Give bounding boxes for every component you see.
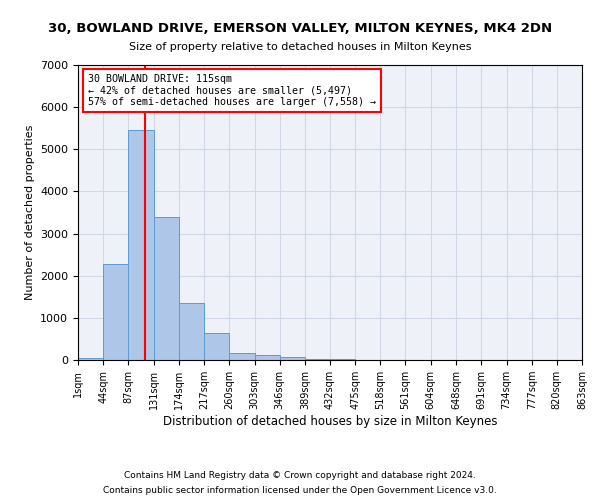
X-axis label: Distribution of detached houses by size in Milton Keynes: Distribution of detached houses by size …: [163, 415, 497, 428]
Bar: [254, 355, 280, 360]
Text: Size of property relative to detached houses in Milton Keynes: Size of property relative to detached ho…: [129, 42, 471, 52]
Bar: [103, 264, 128, 360]
Bar: [305, 358, 330, 360]
Bar: [280, 357, 305, 360]
Bar: [128, 130, 154, 360]
Bar: [229, 352, 254, 360]
Y-axis label: Number of detached properties: Number of detached properties: [25, 125, 35, 300]
Bar: [78, 358, 103, 360]
Text: 30 BOWLAND DRIVE: 115sqm
← 42% of detached houses are smaller (5,497)
57% of sem: 30 BOWLAND DRIVE: 115sqm ← 42% of detach…: [88, 74, 376, 107]
Text: 30, BOWLAND DRIVE, EMERSON VALLEY, MILTON KEYNES, MK4 2DN: 30, BOWLAND DRIVE, EMERSON VALLEY, MILTO…: [48, 22, 552, 36]
Bar: [204, 332, 229, 360]
Bar: [179, 303, 204, 360]
Text: Contains HM Land Registry data © Crown copyright and database right 2024.: Contains HM Land Registry data © Crown c…: [124, 471, 476, 480]
Bar: [154, 216, 179, 360]
Text: Contains public sector information licensed under the Open Government Licence v3: Contains public sector information licen…: [103, 486, 497, 495]
